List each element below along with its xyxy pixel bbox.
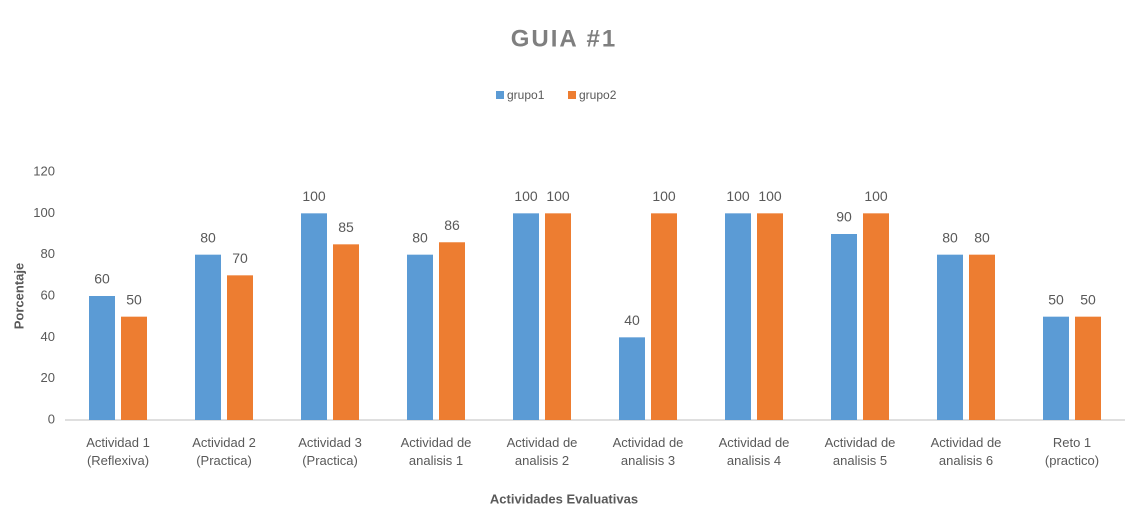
y-tick-label: 0 [48,411,55,426]
x-tick-label: Actividad 1 (Reflexiva) [86,435,150,468]
data-label: 60 [94,271,110,287]
bar [969,254,995,420]
x-tick-label: Actividad 3 (Practica) [298,435,362,468]
bar [1075,316,1101,420]
data-label: 100 [302,188,326,204]
y-axis-label: Porcentaje [11,263,26,329]
x-tick-label: Actividad de analisis 2 [506,435,578,468]
legend-label: grupo1 [507,88,545,102]
bar [333,244,359,420]
x-tick-label: Reto 1 (practico) [1044,435,1100,468]
legend-swatch [496,91,504,99]
x-tick-label: Actividad de analisis 1 [400,435,472,468]
y-tick-label: 60 [41,287,55,302]
x-tick-label: Actividad de analisis 6 [930,435,1002,468]
bar [1043,316,1069,420]
data-label: 100 [514,188,538,204]
data-label: 40 [624,312,640,328]
bar [301,213,327,420]
data-label: 85 [338,219,354,235]
bar [725,213,751,420]
data-label: 50 [1080,291,1096,307]
bar [227,275,253,420]
data-label: 80 [412,229,428,245]
data-label: 50 [1048,291,1064,307]
bar [407,254,433,420]
bar [937,254,963,420]
data-label: 80 [942,229,958,245]
data-label: 86 [444,217,460,233]
x-tick-label: Actividad de analisis 3 [612,435,684,468]
chart-title: GUIA #1 [511,25,617,52]
bar [89,296,115,420]
bar [831,234,857,420]
legend-swatch [568,91,576,99]
bar [513,213,539,420]
bar [121,316,147,420]
bar [757,213,783,420]
x-axis-label: Actividades Evaluativas [490,491,638,506]
data-label: 100 [758,188,782,204]
bar [863,213,889,420]
y-tick-label: 120 [33,163,55,178]
x-tick-label: Actividad de analisis 5 [824,435,896,468]
data-label: 100 [546,188,570,204]
bar [619,337,645,420]
y-tick-label: 40 [41,329,55,344]
bar [439,242,465,420]
bar [545,213,571,420]
bar [651,213,677,420]
bar [195,254,221,420]
data-label: 100 [652,188,676,204]
x-tick-label: Actividad de analisis 4 [718,435,790,468]
data-label: 50 [126,291,142,307]
data-label: 100 [726,188,750,204]
data-label: 100 [864,188,888,204]
data-label: 80 [200,229,216,245]
y-tick-label: 100 [33,205,55,220]
x-tick-label: Actividad 2 (Practica) [192,435,256,468]
legend-label: grupo2 [579,88,617,102]
data-label: 70 [232,250,248,266]
data-label: 90 [836,209,852,225]
y-tick-label: 80 [41,246,55,261]
data-label: 80 [974,229,990,245]
y-tick-label: 20 [41,370,55,385]
